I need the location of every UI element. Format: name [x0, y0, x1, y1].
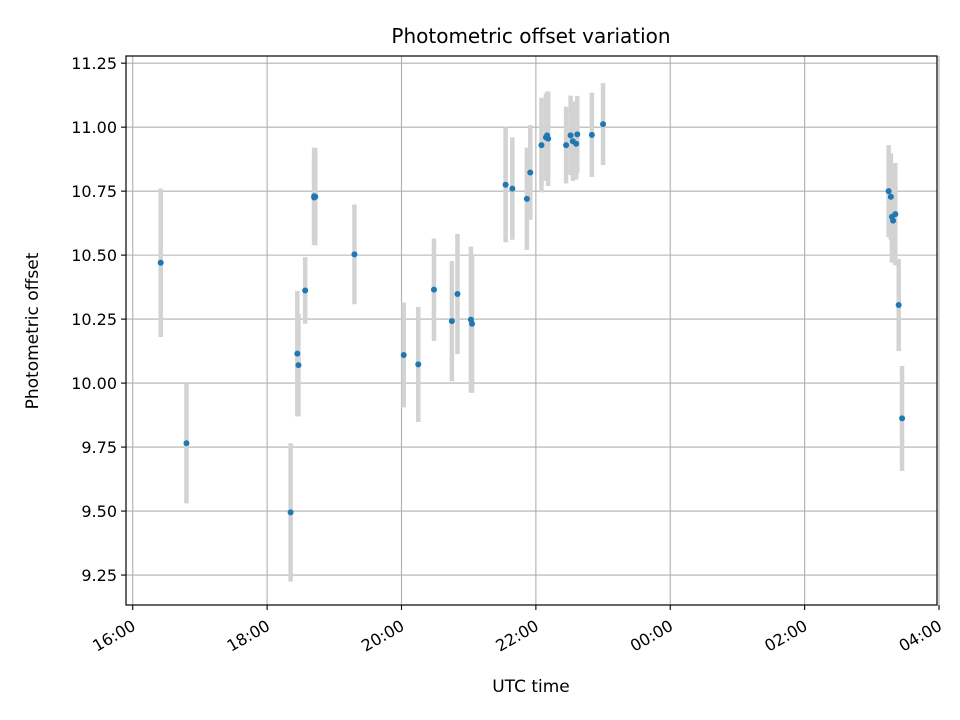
- data-point: [885, 188, 892, 195]
- data-point: [400, 351, 407, 358]
- data-point: [157, 259, 164, 266]
- data-point: [351, 251, 358, 258]
- data-point: [567, 132, 574, 139]
- data-point: [574, 131, 581, 138]
- data-point: [430, 286, 437, 293]
- data-point: [600, 121, 607, 128]
- data-point: [509, 185, 516, 192]
- data-point: [523, 195, 530, 202]
- data-points: [157, 121, 906, 516]
- data-point: [469, 320, 476, 327]
- data-point: [527, 169, 534, 176]
- y-tick-label: 9.75: [81, 438, 117, 457]
- x-axis-title: UTC time: [492, 677, 570, 697]
- data-point: [183, 440, 190, 447]
- data-point: [287, 509, 294, 516]
- data-point: [415, 361, 422, 368]
- data-point: [538, 142, 545, 149]
- data-point: [573, 140, 580, 147]
- data-point: [588, 131, 595, 138]
- data-point: [312, 193, 319, 200]
- data-point: [892, 211, 899, 218]
- data-point: [448, 318, 455, 325]
- data-point: [302, 287, 309, 294]
- y-tick-label: 11.25: [71, 54, 117, 73]
- y-tick-label: 9.25: [81, 566, 117, 585]
- data-point: [899, 415, 906, 422]
- data-point: [895, 302, 902, 309]
- y-tick-label: 10.75: [71, 182, 117, 201]
- y-tick-label: 11.00: [71, 118, 117, 137]
- data-point: [454, 291, 461, 298]
- y-tick-label: 9.50: [81, 502, 117, 521]
- data-point: [563, 142, 570, 149]
- data-point: [545, 135, 552, 142]
- grid: [126, 56, 940, 605]
- plot-frame: [125, 55, 938, 606]
- y-tick-label: 10.00: [71, 374, 117, 393]
- y-axis-title: Photometric offset: [23, 252, 43, 409]
- y-tick-label: 10.25: [71, 310, 117, 329]
- y-tick-label: 10.50: [71, 246, 117, 265]
- data-point: [502, 181, 509, 188]
- data-point: [294, 350, 301, 357]
- y-axis-ticks: 9.25 9.50 9.75 10.00 10.25 10.50 10.75 11.00 11.…: [71, 54, 126, 585]
- data-point: [887, 193, 894, 200]
- data-point: [295, 362, 302, 369]
- chart-title: Photometric offset variation: [391, 24, 670, 48]
- data-point: [890, 217, 897, 224]
